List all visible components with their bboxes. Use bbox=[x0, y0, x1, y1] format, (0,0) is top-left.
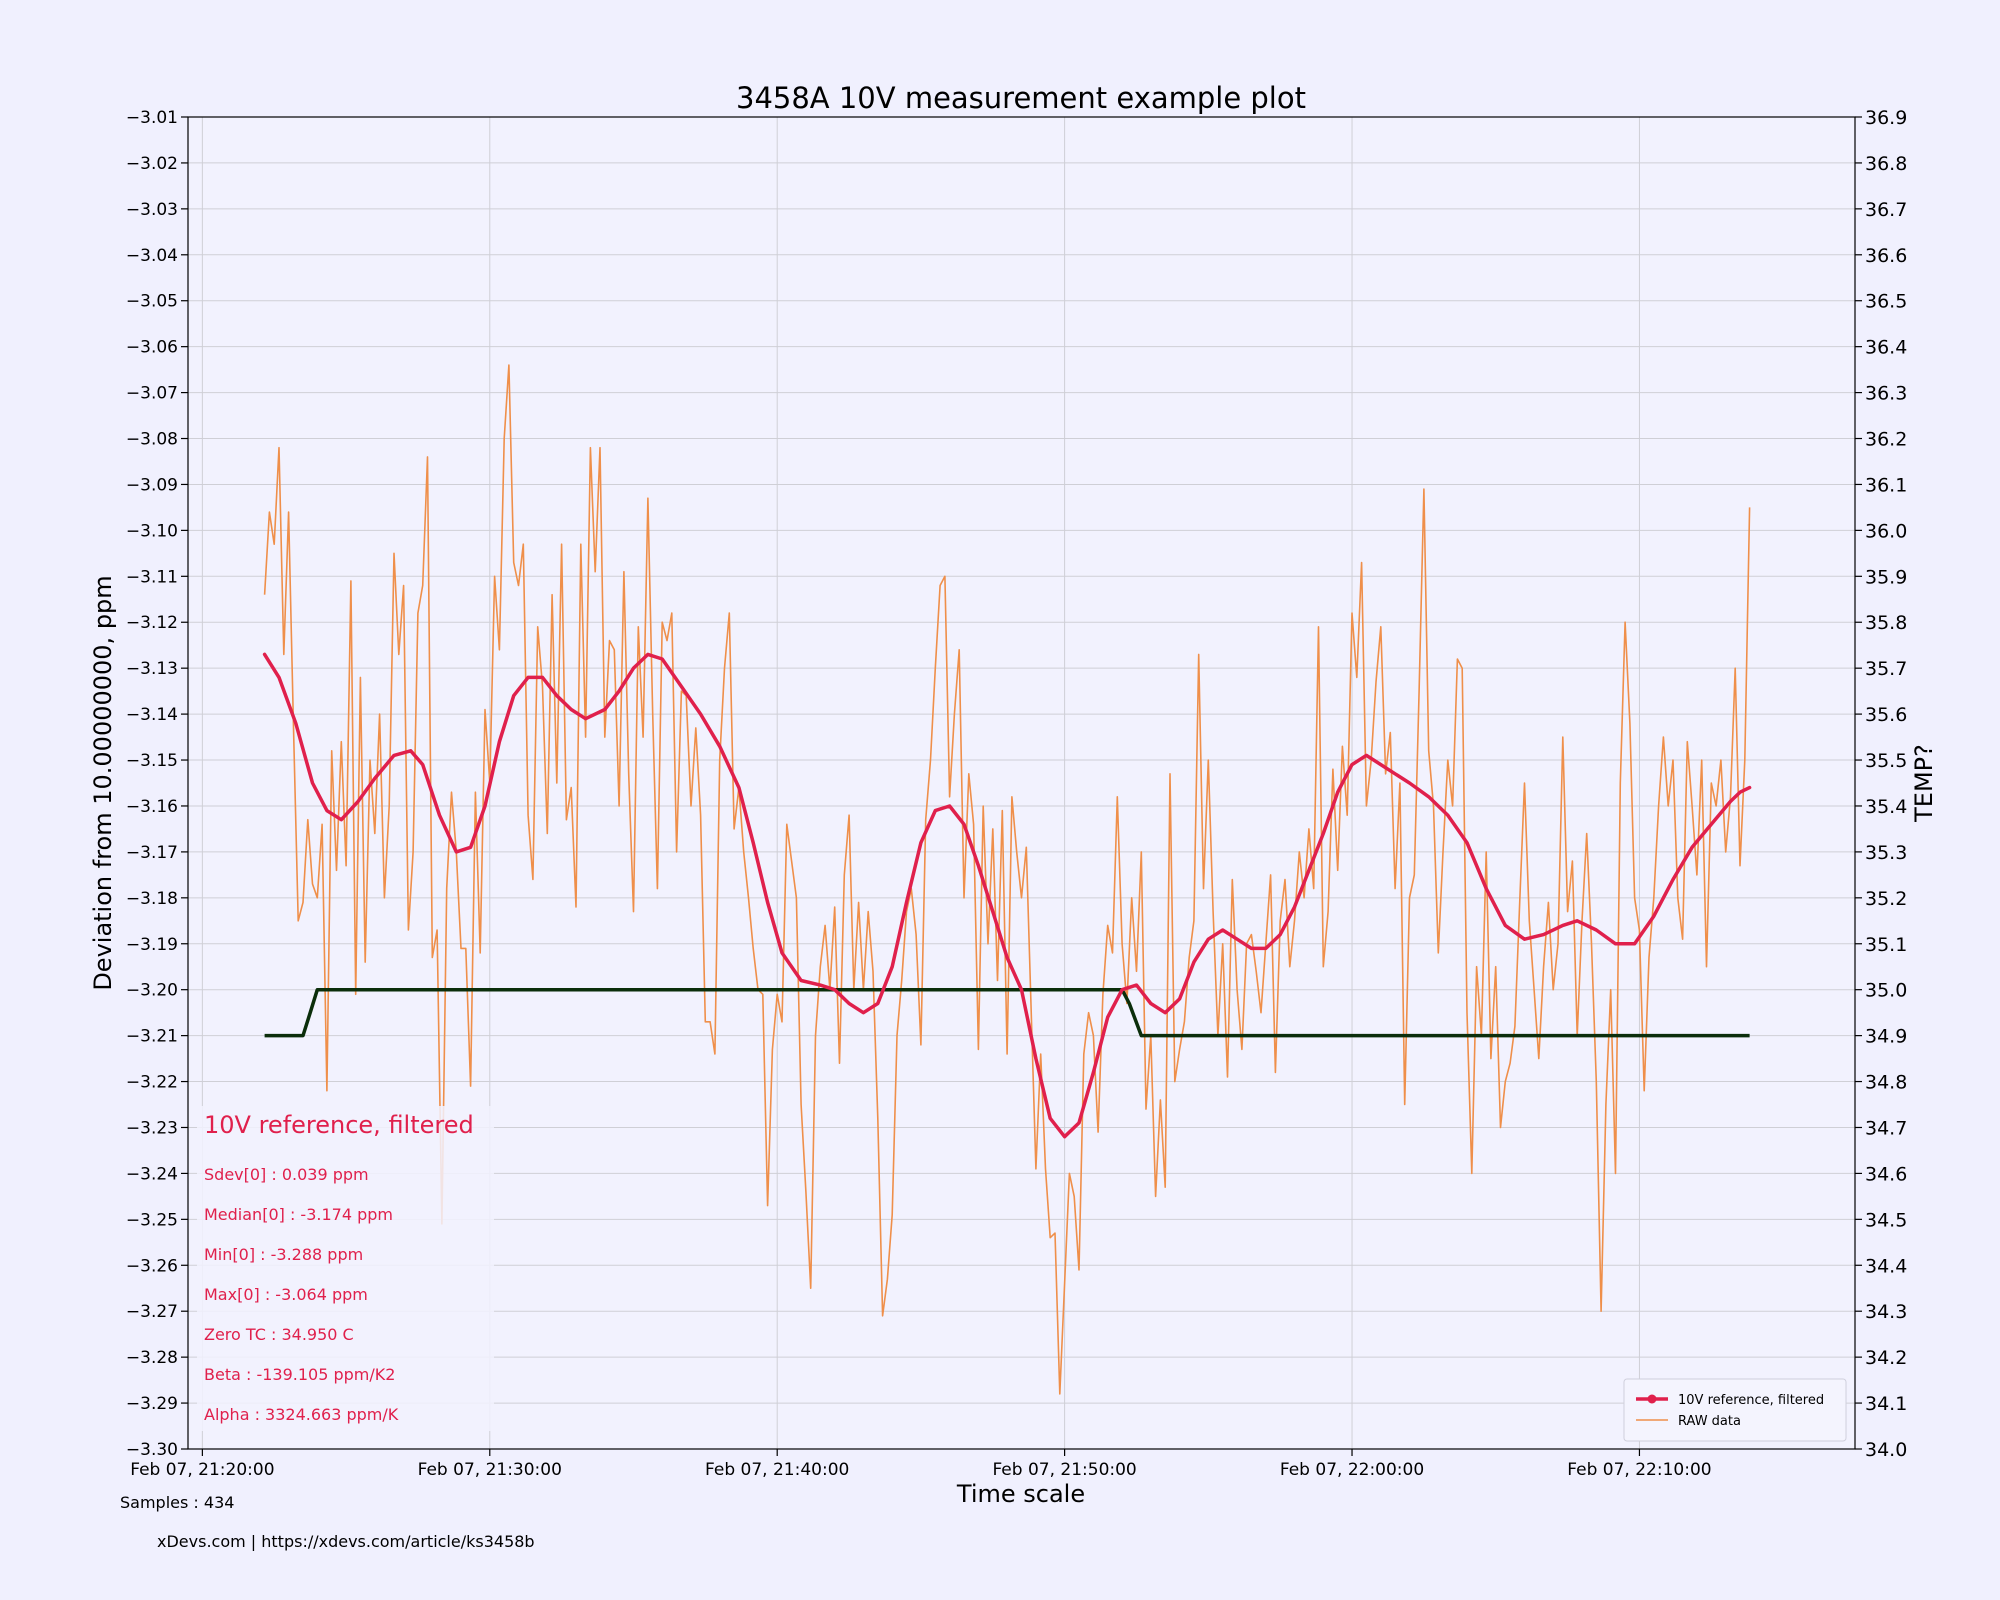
y2-tick-label: 34.3 bbox=[1865, 1301, 1907, 1323]
x-tick-label: Feb 07, 22:00:00 bbox=[1280, 1460, 1424, 1480]
y-tick-label: −3.18 bbox=[126, 889, 178, 909]
y-tick-label: −3.26 bbox=[126, 1256, 178, 1276]
y-tick-label: −3.04 bbox=[126, 246, 178, 266]
x-axis-label: Time scale bbox=[956, 1480, 1085, 1508]
y-axis-label: Deviation from 10.00000000, ppm bbox=[89, 575, 117, 990]
y-tick-label: −3.09 bbox=[126, 475, 178, 495]
y2-tick-label: 35.9 bbox=[1865, 566, 1907, 588]
y-tick-label: −3.30 bbox=[126, 1440, 178, 1460]
stats-box: 10V reference, filtered Sdev[0] : 0.039 … bbox=[197, 1106, 494, 1431]
y-tick-label: −3.12 bbox=[126, 613, 178, 633]
y-tick-label: −3.24 bbox=[126, 1164, 178, 1184]
plot-frame bbox=[187, 116, 1856, 1450]
y2-tick-label: 35.5 bbox=[1865, 750, 1907, 772]
y2-tick-label: 35.1 bbox=[1865, 934, 1907, 956]
y2-axis-label: TEMP? bbox=[1910, 744, 1938, 823]
y2-tick-label: 35.0 bbox=[1865, 980, 1907, 1002]
y2-tick-label: 36.9 bbox=[1865, 107, 1907, 129]
y-tick-label: −3.08 bbox=[126, 430, 178, 450]
y-tick-label: −3.19 bbox=[126, 935, 178, 955]
x-axis-ticks: Feb 07, 21:20:00 Feb 07, 21:30:00 Feb 07, … bbox=[130, 1449, 1712, 1480]
stat-max: Max[0] : -3.064 ppm bbox=[204, 1285, 368, 1304]
y-tick-label: −3.16 bbox=[126, 797, 178, 817]
y2-tick-label: 36.6 bbox=[1865, 245, 1907, 267]
y-tick-label: −3.05 bbox=[126, 292, 178, 312]
y2-tick-label: 35.6 bbox=[1865, 704, 1907, 726]
y-tick-label: −3.23 bbox=[126, 1118, 178, 1138]
stat-sdev: Sdev[0] : 0.039 ppm bbox=[204, 1165, 369, 1184]
stat-zero-tc: Zero TC : 34.950 C bbox=[204, 1325, 354, 1344]
y2-axis-ticks: 36.9 36.8 36.7 36.6 36.5 36.4 36.3 36.2 36.1 36.0… bbox=[1855, 107, 1907, 1461]
y-tick-label: −3.22 bbox=[126, 1073, 178, 1093]
y2-tick-label: 36.2 bbox=[1865, 429, 1907, 451]
legend-filtered-label: 10V reference, filtered bbox=[1678, 1393, 1824, 1408]
temperature-layer bbox=[264, 987, 1750, 1038]
y2-tick-label: 35.4 bbox=[1865, 796, 1907, 818]
y2-tick-label: 34.9 bbox=[1865, 1026, 1907, 1048]
y-tick-label: −3.17 bbox=[126, 843, 178, 863]
chart-title: 3458A 10V measurement example plot bbox=[736, 81, 1306, 115]
y2-tick-label: 36.1 bbox=[1865, 474, 1907, 496]
y-tick-label: −3.11 bbox=[126, 567, 178, 587]
temperature-line bbox=[264, 987, 1750, 1038]
stat-min: Min[0] : -3.288 ppm bbox=[204, 1245, 363, 1264]
y-tick-label: −3.03 bbox=[126, 200, 178, 220]
filtered-layer bbox=[262, 652, 1752, 1139]
y-axis-ticks: −3.01 −3.02 −3.03 −3.04 −3.05 −3.06 −3.07 −3.08… bbox=[126, 108, 188, 1460]
y-tick-label: −3.20 bbox=[126, 981, 178, 1001]
raw-data-line bbox=[263, 364, 1751, 1395]
y-tick-label: −3.10 bbox=[126, 521, 178, 541]
y-tick-label: −3.25 bbox=[126, 1210, 178, 1230]
y-tick-label: −3.13 bbox=[126, 659, 178, 679]
footer-credit: xDevs.com | https://xdevs.com/article/ks… bbox=[157, 1532, 535, 1551]
samples-count: Samples : 434 bbox=[120, 1493, 234, 1512]
y2-tick-label: 34.5 bbox=[1865, 1209, 1907, 1231]
y-tick-label: −3.15 bbox=[126, 751, 178, 771]
y2-tick-label: 36.7 bbox=[1865, 199, 1907, 221]
y2-tick-label: 34.2 bbox=[1865, 1347, 1907, 1369]
stat-beta: Beta : -139.105 ppm/K2 bbox=[204, 1365, 395, 1384]
y2-tick-label: 36.3 bbox=[1865, 383, 1907, 405]
y-tick-label: −3.01 bbox=[126, 108, 178, 128]
legend-box bbox=[1623, 1378, 1847, 1442]
legend-filtered-marker bbox=[1647, 1394, 1657, 1404]
y2-tick-label: 34.1 bbox=[1865, 1393, 1907, 1415]
y-tick-label: −3.07 bbox=[126, 384, 178, 404]
y2-tick-label: 35.3 bbox=[1865, 842, 1907, 864]
y2-tick-label: 36.0 bbox=[1865, 520, 1907, 542]
y2-tick-label: 36.5 bbox=[1865, 291, 1907, 313]
raw-data-layer bbox=[263, 364, 1751, 1395]
y-tick-label: −3.14 bbox=[126, 705, 178, 725]
y2-tick-label: 34.7 bbox=[1865, 1117, 1907, 1139]
stats-title: 10V reference, filtered bbox=[204, 1111, 474, 1139]
y2-tick-label: 36.4 bbox=[1865, 337, 1907, 359]
x-tick-label: Feb 07, 22:10:00 bbox=[1567, 1460, 1711, 1480]
y2-tick-label: 34.0 bbox=[1865, 1439, 1907, 1461]
y2-tick-label: 34.4 bbox=[1865, 1255, 1907, 1277]
legend: 10V reference, filtered RAW data bbox=[1623, 1378, 1847, 1442]
stat-alpha: Alpha : 3324.663 ppm/K bbox=[204, 1405, 399, 1424]
y-tick-label: −3.06 bbox=[126, 338, 178, 358]
y-tick-label: −3.28 bbox=[126, 1348, 178, 1368]
y-tick-label: −3.29 bbox=[126, 1394, 178, 1414]
stat-median: Median[0] : -3.174 ppm bbox=[204, 1205, 393, 1224]
x-tick-label: Feb 07, 21:50:00 bbox=[992, 1460, 1136, 1480]
y-tick-label: −3.02 bbox=[126, 154, 178, 174]
y2-tick-label: 34.6 bbox=[1865, 1163, 1907, 1185]
y2-tick-label: 35.7 bbox=[1865, 658, 1907, 680]
y2-tick-label: 36.8 bbox=[1865, 153, 1907, 175]
filtered-line bbox=[262, 652, 1752, 1139]
x-tick-label: Feb 07, 21:20:00 bbox=[130, 1460, 274, 1480]
x-tick-label: Feb 07, 21:30:00 bbox=[418, 1460, 562, 1480]
legend-raw-label: RAW data bbox=[1678, 1414, 1741, 1429]
y2-tick-label: 34.8 bbox=[1865, 1072, 1907, 1094]
x-tick-label: Feb 07, 21:40:00 bbox=[705, 1460, 849, 1480]
y-tick-label: −3.21 bbox=[126, 1027, 178, 1047]
y-tick-label: −3.27 bbox=[126, 1302, 178, 1322]
y2-tick-label: 35.2 bbox=[1865, 888, 1907, 910]
y2-tick-label: 35.8 bbox=[1865, 612, 1907, 634]
stats-box-background bbox=[197, 1106, 494, 1431]
